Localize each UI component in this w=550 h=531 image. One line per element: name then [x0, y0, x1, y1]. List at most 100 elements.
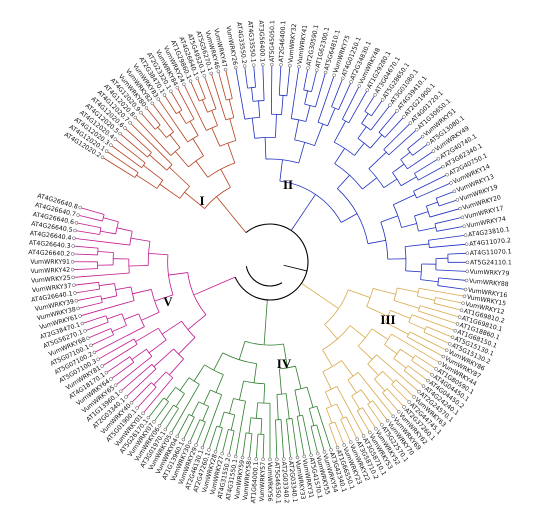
leaf-label: AT1G64000.1 — [250, 461, 260, 503]
internal-branch-IV — [283, 343, 288, 368]
internal-branch-IV — [306, 386, 314, 408]
internal-branch-II — [393, 194, 416, 206]
leaf-marker — [70, 252, 75, 256]
leaf-marker — [455, 198, 460, 202]
leaf-label: AT2G03340.1 — [287, 461, 298, 503]
leaf-marker — [453, 328, 457, 333]
root-stem — [283, 264, 308, 272]
leaf-branch-III — [435, 296, 462, 304]
leaf-marker — [368, 430, 372, 435]
leaf-marker — [340, 76, 345, 81]
leaf-marker — [261, 457, 265, 462]
internal-branch-II — [369, 134, 383, 149]
internal-branch-I — [157, 126, 167, 138]
leaf-branch-IV — [165, 408, 179, 429]
internal-branch-V — [128, 265, 149, 267]
leaf-branch-III — [334, 421, 345, 444]
leaf-label: VumWRKY32 — [287, 23, 298, 63]
internal-branch-II — [327, 107, 336, 127]
leaf-branch-II — [235, 68, 246, 120]
leaf-branch-IV — [275, 419, 278, 458]
internal-branch-III — [397, 287, 419, 293]
leaf-marker — [447, 342, 452, 346]
internal-branch-V — [148, 339, 167, 354]
internal-branch-II — [400, 176, 417, 187]
leaf-marker — [464, 278, 469, 283]
internal-branch-II — [405, 270, 422, 273]
leaf-marker — [434, 367, 438, 371]
leaf-branch-IV — [302, 415, 312, 454]
leaf-branch-III — [336, 386, 364, 435]
leaf-marker — [200, 445, 205, 450]
internal-branch-III — [325, 408, 333, 424]
internal-branch-IV — [278, 368, 282, 395]
leaf-marker — [465, 251, 470, 256]
leaf-branch-II — [371, 100, 383, 117]
internal-branch-III — [322, 371, 332, 390]
leaf-marker — [254, 457, 258, 461]
leaf-branch-I — [218, 72, 227, 101]
internal-arc-V — [99, 227, 102, 235]
internal-arc-II — [437, 277, 440, 286]
internal-arc-II — [392, 172, 402, 186]
internal-branch-III — [384, 344, 398, 355]
internal-branch-III — [372, 288, 396, 295]
leaf-marker — [83, 329, 87, 333]
internal-branch-III — [351, 395, 361, 410]
internal-branch-II — [314, 123, 324, 146]
internal-branch-IV — [179, 377, 190, 391]
leaf-branch-III — [419, 305, 459, 318]
internal-arc-II — [244, 116, 260, 120]
leaf-branch-IV — [177, 414, 190, 436]
internal-arc-V — [165, 371, 174, 379]
internal-arc-I — [207, 108, 217, 113]
leaf-branch-III — [409, 331, 446, 350]
internal-branch-IV — [203, 389, 211, 405]
internal-arc-III — [366, 288, 374, 307]
internal-arc-II — [279, 94, 287, 97]
leaf-branch-IV — [242, 432, 247, 457]
internal-branch-IV — [202, 406, 210, 421]
leaf-marker — [71, 275, 75, 280]
leaf-branch-III — [414, 355, 436, 369]
leaf-marker — [207, 448, 211, 452]
leaf-marker — [146, 415, 151, 420]
leaf-marker — [322, 450, 327, 454]
internal-branch-V — [115, 286, 132, 291]
leaf-marker — [374, 426, 378, 431]
internal-arc-IV — [309, 405, 318, 409]
leaf-branch-V — [89, 328, 111, 338]
leaf-branch-II — [315, 73, 326, 108]
leaf-marker — [395, 109, 399, 113]
leaf-branch-IV — [228, 430, 235, 454]
internal-branch-III — [382, 370, 395, 383]
leaf-branch-III — [407, 336, 443, 357]
leaf-marker — [129, 400, 134, 405]
leaf-marker — [380, 98, 385, 102]
internal-branch-III — [374, 378, 386, 392]
internal-branch-I — [175, 151, 189, 168]
internal-arc-III — [367, 400, 373, 405]
leaf-branch-II — [364, 95, 375, 112]
internal-branch-III — [341, 360, 354, 377]
leaf-branch-II — [447, 252, 466, 255]
internal-branch-I — [192, 138, 204, 156]
internal-branch-II — [298, 142, 306, 164]
leaf-marker — [430, 373, 434, 377]
internal-arc-IV — [188, 377, 200, 385]
internal-arc-I — [134, 172, 139, 178]
leaf-branch-III — [407, 365, 427, 380]
leaf-label: AT4G33550.1 — [246, 21, 256, 63]
leaf-label: VumWRKY79 — [470, 269, 510, 278]
internal-branch-I — [149, 154, 168, 171]
internal-branch-III — [366, 306, 389, 317]
leaf-marker — [295, 455, 300, 460]
clade-label-IV: IV — [277, 356, 292, 371]
leaf-marker — [133, 115, 138, 120]
leaf-branch-III — [395, 379, 414, 397]
leaf-marker — [449, 181, 453, 185]
leaf-marker — [209, 71, 214, 76]
leaf-marker — [380, 423, 384, 427]
leaf-marker — [76, 213, 80, 217]
leaf-marker — [76, 306, 80, 311]
